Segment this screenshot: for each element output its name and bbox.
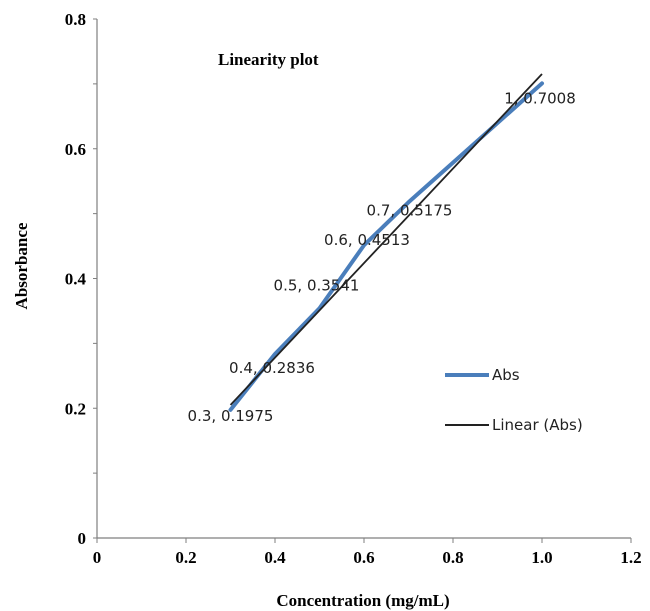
- legend: Abs Linear (Abs): [445, 366, 583, 434]
- y-axis-title: Absorbance: [12, 222, 31, 309]
- x-tick-label: 1.0: [531, 548, 552, 567]
- y-tick-label: 0.6: [65, 140, 86, 159]
- series-layer: [228, 73, 544, 412]
- data-label: 0.5, 0.3541: [274, 276, 360, 294]
- y-tick-label: 0.4: [65, 270, 87, 289]
- data-label: 0.3, 0.1975: [188, 407, 274, 425]
- x-tick-label: 0.6: [353, 548, 374, 567]
- data-label: 0.6, 0.4513: [324, 231, 410, 249]
- x-tick-label: 1.2: [620, 548, 641, 567]
- x-tick-label: 0.2: [175, 548, 196, 567]
- data-labels: 0.3, 0.1975 0.4, 0.2836 0.5, 0.3541 0.6, 0.…: [188, 89, 576, 425]
- x-axis-title: Concentration (mg/mL): [276, 591, 449, 610]
- chart-title: Linearity plot: [218, 50, 319, 69]
- x-tick-label: 0.4: [264, 548, 286, 567]
- data-label: 0.7, 0.5175: [367, 201, 453, 219]
- y-tick-label: 0.8: [65, 10, 86, 29]
- data-label: 1, 0.7008: [504, 89, 576, 107]
- series-line-linear-trend: [229, 73, 543, 406]
- series-line-abs: [228, 81, 544, 412]
- y-tick-label: 0: [78, 529, 87, 548]
- y-tick-label: 0.2: [65, 399, 86, 418]
- x-tick-label: 0.8: [442, 548, 463, 567]
- x-tick-label: 0: [93, 548, 102, 567]
- data-label: 0.4, 0.2836: [229, 359, 315, 377]
- legend-label-abs: Abs: [492, 366, 520, 384]
- legend-label-linear: Linear (Abs): [492, 416, 583, 434]
- axes: 0 0.2 0.4 0.6 0.8 0 0.2 0.4 0.6 0.8 1.0 1.2: [65, 10, 642, 567]
